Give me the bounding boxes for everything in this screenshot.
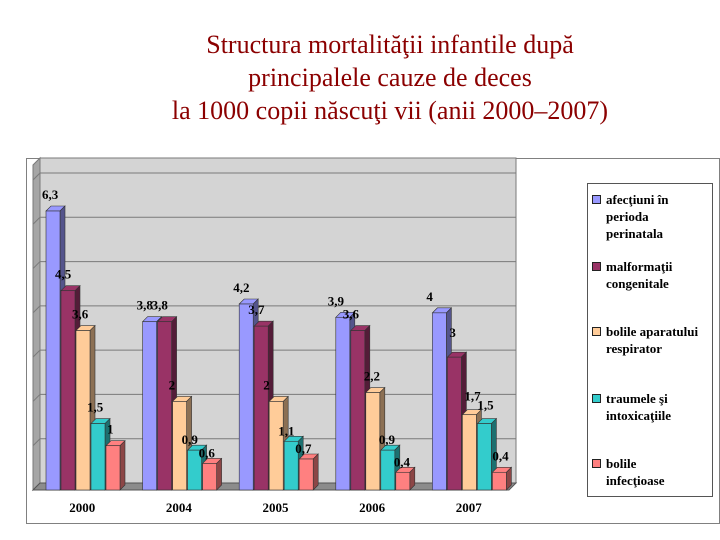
legend-label-malformatii: malformaţii congenitale — [606, 258, 710, 292]
gridline-side — [32, 438, 41, 447]
x-tick-label-2006: 2006 — [359, 500, 386, 515]
bar-2000-series-5 — [105, 445, 121, 491]
legend-label-infectioase: bolile infecţioase — [606, 455, 710, 489]
gridline-side — [32, 394, 41, 402]
bar-2000-series-2 — [60, 290, 76, 491]
data-label-2004-series-3: 2 — [169, 377, 176, 392]
legend-label-respirator: bolile aparatului respirator — [606, 323, 710, 357]
bar-2004-series-3 — [172, 401, 187, 491]
gridline-side — [32, 305, 41, 314]
legend-label-malformatii-line-2: congenitale — [606, 276, 669, 291]
x-tick-label-2000: 2000 — [69, 500, 95, 515]
data-label-2005-series-5: 0,7 — [295, 441, 312, 456]
data-label-2005-series-2: 3,7 — [248, 302, 265, 317]
chart-title-line-3: la 1000 copii născuţi vii (anii 2000–200… — [171, 96, 609, 125]
bar-2007-series-4 — [477, 423, 492, 491]
chart-legend: afecţiuni în perioda perinatala malforma… — [587, 183, 713, 497]
data-label-2000-series-3: 3,6 — [72, 307, 89, 322]
bar-2004-series-2 — [157, 321, 172, 491]
legend-swatch-infectioase — [592, 459, 601, 468]
legend-label-perinatal: afecţiuni în perioda perinatala — [606, 191, 710, 242]
bar-2007-series-3 — [462, 414, 477, 491]
bar-side-2000-4 — [119, 439, 126, 491]
data-label-2005-series-4: 1,1 — [278, 423, 294, 438]
bar-2005-series-5 — [298, 458, 314, 491]
bar-2004-series-1 — [142, 321, 157, 491]
legend-label-respirator-line-2: respirator — [606, 341, 663, 356]
bar-2006-series-4 — [380, 449, 396, 491]
bar-2005-series-4 — [283, 440, 299, 491]
data-label-2000-series-1: 6,3 — [42, 187, 59, 202]
bar-2005-series-1 — [238, 303, 254, 491]
gridline-side — [32, 349, 41, 358]
bar-2004-series-4 — [187, 449, 202, 491]
legend-swatch-malformatii — [592, 262, 601, 271]
x-tick-label-2004: 2004 — [166, 500, 193, 515]
data-label-2006-series-5: 0,4 — [394, 454, 411, 469]
legend-swatch-traume — [592, 394, 601, 403]
legend-label-traume-line-1: traumele şi — [606, 391, 668, 406]
x-tick-label-2007: 2007 — [456, 500, 483, 515]
x-tick-label-2005: 2005 — [263, 500, 290, 515]
legend-label-infectioase-line-2: infecţioase — [606, 473, 665, 488]
data-label-2005-series-1: 4,2 — [233, 280, 249, 295]
gridline-side — [32, 216, 41, 225]
data-label-2004-series-5: 0,6 — [199, 445, 216, 460]
bar-2007-series-1 — [432, 312, 447, 491]
data-label-2007-series-2: 3 — [449, 325, 456, 340]
gridline-side — [32, 172, 41, 181]
legend-label-perinatal-line-2: perioda — [606, 209, 649, 224]
data-label-2006-series-1: 3,9 — [328, 293, 345, 308]
data-label-2006-series-2: 3,6 — [343, 307, 360, 322]
bar-2007-series-2 — [447, 356, 462, 491]
legend-label-infectioase-line-1: bolile — [606, 456, 637, 471]
bar-2000-series-1 — [45, 210, 61, 491]
legend-label-malformatii-line-1: malformaţii — [606, 259, 673, 274]
legend-label-respirator-line-1: bolile aparatului — [606, 324, 699, 339]
data-label-2007-series-1: 4 — [426, 289, 433, 304]
data-label-2007-series-4: 1,5 — [477, 398, 494, 413]
bar-2006-series-2 — [350, 330, 366, 491]
data-label-2007-series-3: 1,7 — [464, 389, 481, 404]
chart-title: Structura mortalităţii infantile după pr… — [0, 28, 720, 127]
data-label-2005-series-3: 2 — [263, 377, 270, 392]
legend-label-perinatal-line-1: afecţiuni în — [606, 192, 669, 207]
legend-label-traume-line-2: intoxicaţiile — [606, 408, 671, 423]
bar-2007-series-5 — [492, 471, 507, 491]
data-label-2004-series-4: 0,9 — [182, 432, 199, 447]
data-label-2004-series-2: 3,8 — [152, 298, 169, 313]
bar-2006-series-5 — [395, 471, 411, 491]
legend-label-perinatal-line-3: perinatala — [606, 226, 664, 241]
chart-title-line-1: Structura mortalităţii infantile după — [206, 30, 574, 59]
bar-2006-series-3 — [365, 392, 381, 491]
legend-swatch-respirator — [592, 327, 601, 336]
data-label-2000-series-5: 1 — [107, 422, 114, 437]
bar-side-2004-4 — [216, 457, 222, 491]
legend-label-traume: traumele şi intoxicaţiile — [606, 390, 710, 424]
bar-2000-series-4 — [90, 423, 106, 491]
data-label-2004-series-1: 3,8 — [137, 298, 154, 313]
bar-2005-series-3 — [268, 401, 284, 491]
data-label-2000-series-2: 4,5 — [55, 267, 72, 282]
data-label-2000-series-4: 1,5 — [87, 400, 104, 415]
bar-2004-series-5 — [202, 463, 217, 491]
bar-2005-series-2 — [253, 325, 269, 491]
gridline-side — [32, 261, 41, 269]
chart-title-line-2: principalele cauze de deces — [248, 63, 532, 92]
legend-swatch-perinatal — [592, 195, 601, 204]
data-label-2007-series-5: 0,4 — [492, 448, 509, 463]
data-label-2006-series-3: 2,2 — [364, 369, 380, 384]
bar-2000-series-3 — [75, 330, 91, 491]
bar-side-2005-4 — [312, 453, 319, 491]
bar-2006-series-1 — [335, 316, 351, 491]
data-label-2006-series-4: 0,9 — [379, 432, 396, 447]
